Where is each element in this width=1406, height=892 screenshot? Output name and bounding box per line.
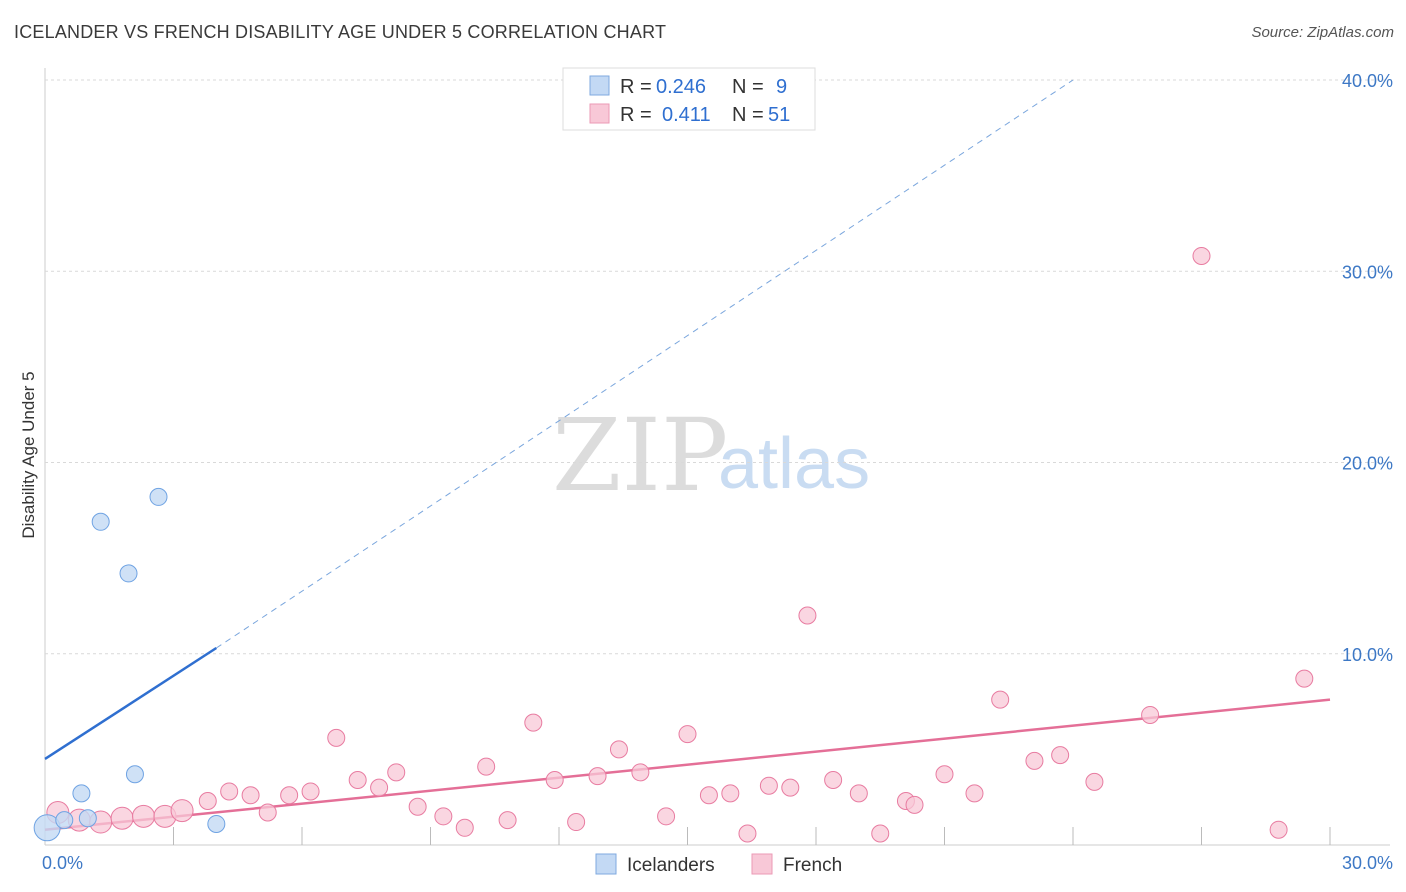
bottom-legend-swatch-french bbox=[751, 853, 773, 875]
french-point bbox=[1025, 751, 1044, 770]
french-point bbox=[1269, 820, 1288, 839]
watermark-zip: ZIP bbox=[552, 397, 728, 514]
french-point bbox=[991, 690, 1010, 709]
french-point bbox=[824, 770, 843, 789]
french-point bbox=[1141, 705, 1160, 724]
french-point bbox=[1295, 669, 1314, 688]
chart-source: Source: ZipAtlas.com bbox=[1251, 24, 1394, 41]
legend-n-value-2: 51 bbox=[768, 104, 790, 126]
watermark-atlas: atlas bbox=[718, 424, 870, 504]
points-layer bbox=[33, 246, 1314, 843]
icelanders-point bbox=[72, 784, 91, 803]
french-point bbox=[241, 786, 260, 805]
french-point bbox=[588, 767, 607, 786]
y-axis-label: Disability Age Under 5 bbox=[19, 371, 38, 538]
french-point bbox=[434, 807, 453, 826]
legend-swatch-french bbox=[589, 103, 610, 124]
french-point bbox=[738, 824, 757, 843]
french-point bbox=[301, 782, 320, 801]
bottom-legend-swatch-icelanders bbox=[595, 853, 617, 875]
french-point bbox=[798, 606, 817, 625]
chart-title: ICELANDER VS FRENCH DISABILITY AGE UNDER… bbox=[14, 22, 667, 42]
x-tick-label: 30.0% bbox=[1342, 853, 1393, 873]
legend-n-label-2: N = bbox=[732, 104, 764, 126]
icelanders-point bbox=[119, 564, 138, 583]
icelanders-point bbox=[55, 811, 74, 830]
french-point bbox=[198, 792, 217, 811]
french-point bbox=[631, 763, 650, 782]
legend-n-value-1: 9 bbox=[776, 76, 787, 98]
french-point bbox=[498, 811, 517, 830]
legend-n-label-1: N = bbox=[732, 76, 764, 98]
y-tick-label: 10.0% bbox=[1342, 645, 1393, 665]
french-point bbox=[280, 786, 299, 805]
y-tick-label: 30.0% bbox=[1342, 262, 1393, 282]
french-point bbox=[132, 804, 156, 828]
french-point bbox=[170, 799, 194, 823]
french-point bbox=[721, 784, 740, 803]
french-point bbox=[678, 725, 697, 744]
french-point bbox=[220, 782, 239, 801]
french-point bbox=[258, 803, 277, 822]
french-point bbox=[905, 795, 924, 814]
legend-r-value-2: 0.411 bbox=[662, 104, 711, 126]
legend-r-value-1: 0.246 bbox=[656, 76, 706, 98]
french-point bbox=[609, 740, 628, 759]
icelanders-point bbox=[149, 487, 168, 506]
french-point bbox=[1085, 772, 1104, 791]
french-point bbox=[781, 778, 800, 797]
french-point bbox=[759, 776, 778, 795]
icelanders-trend-extension bbox=[216, 79, 1074, 649]
french-point bbox=[370, 778, 389, 797]
icelanders-point bbox=[91, 512, 110, 531]
french-point bbox=[477, 757, 496, 776]
bottom-legend-label-icelanders: Icelanders bbox=[627, 855, 715, 876]
french-point bbox=[935, 765, 954, 784]
legend-r-label-1: R = bbox=[620, 76, 652, 98]
legend-r-label-2: R = bbox=[620, 104, 652, 126]
french-point bbox=[871, 824, 890, 843]
french-point bbox=[348, 770, 367, 789]
icelanders-trend-line bbox=[44, 646, 218, 760]
french-point bbox=[567, 813, 586, 832]
series-legend: Icelanders French bbox=[595, 853, 842, 876]
legend-swatch-icelanders bbox=[589, 75, 610, 96]
french-point bbox=[699, 786, 718, 805]
icelanders-point bbox=[207, 814, 226, 833]
french-trend-line bbox=[44, 698, 1331, 831]
french-point bbox=[545, 770, 564, 789]
french-point bbox=[387, 763, 406, 782]
french-point bbox=[327, 728, 346, 747]
french-point bbox=[965, 784, 984, 803]
trend-layer bbox=[44, 79, 1331, 831]
ticks-layer: 10.0% 20.0% 30.0% 40.0% 0.0% 30.0% bbox=[42, 71, 1393, 873]
french-point bbox=[1192, 246, 1211, 265]
icelanders-point bbox=[125, 765, 144, 784]
y-tick-label: 20.0% bbox=[1342, 454, 1393, 474]
french-point bbox=[110, 806, 134, 830]
bottom-legend-label-french: French bbox=[783, 855, 842, 876]
icelanders-point bbox=[78, 809, 97, 828]
correlation-legend: R = 0.246 N = 9 R = 0.411 N = 51 bbox=[562, 67, 816, 131]
french-point bbox=[1051, 746, 1070, 765]
french-point bbox=[524, 713, 543, 732]
french-point bbox=[849, 784, 868, 803]
x-tick-label: 0.0% bbox=[42, 853, 83, 873]
french-point bbox=[408, 797, 427, 816]
french-point bbox=[657, 807, 676, 826]
y-tick-label: 40.0% bbox=[1342, 71, 1393, 91]
french-point bbox=[455, 818, 474, 837]
